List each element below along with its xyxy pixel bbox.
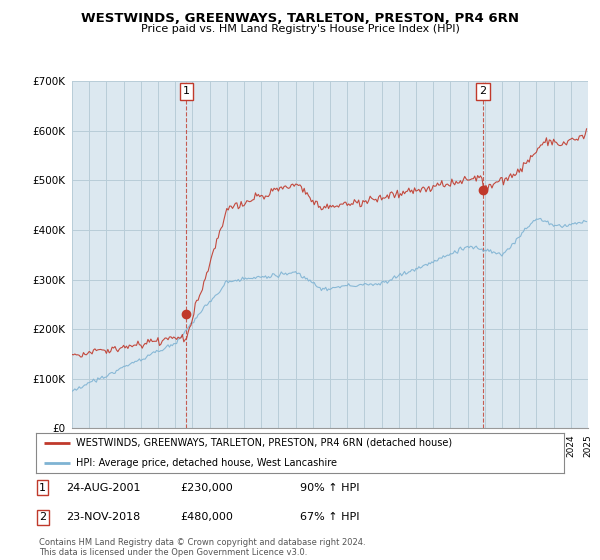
Text: £480,000: £480,000 xyxy=(180,512,233,522)
Text: Price paid vs. HM Land Registry's House Price Index (HPI): Price paid vs. HM Land Registry's House … xyxy=(140,24,460,34)
Text: WESTWINDS, GREENWAYS, TARLETON, PRESTON, PR4 6RN: WESTWINDS, GREENWAYS, TARLETON, PRESTON,… xyxy=(81,12,519,25)
Text: Contains HM Land Registry data © Crown copyright and database right 2024.
This d: Contains HM Land Registry data © Crown c… xyxy=(39,538,365,557)
Text: 23-NOV-2018: 23-NOV-2018 xyxy=(66,512,140,522)
Text: 1: 1 xyxy=(39,483,46,493)
Text: 24-AUG-2001: 24-AUG-2001 xyxy=(66,483,140,493)
Text: £230,000: £230,000 xyxy=(180,483,233,493)
Text: 1: 1 xyxy=(183,86,190,96)
Text: 67% ↑ HPI: 67% ↑ HPI xyxy=(300,512,359,522)
Text: 2: 2 xyxy=(479,86,487,96)
Text: WESTWINDS, GREENWAYS, TARLETON, PRESTON, PR4 6RN (detached house): WESTWINDS, GREENWAYS, TARLETON, PRESTON,… xyxy=(76,438,452,448)
Text: 90% ↑ HPI: 90% ↑ HPI xyxy=(300,483,359,493)
Text: 2: 2 xyxy=(39,512,46,522)
Text: HPI: Average price, detached house, West Lancashire: HPI: Average price, detached house, West… xyxy=(76,458,337,468)
